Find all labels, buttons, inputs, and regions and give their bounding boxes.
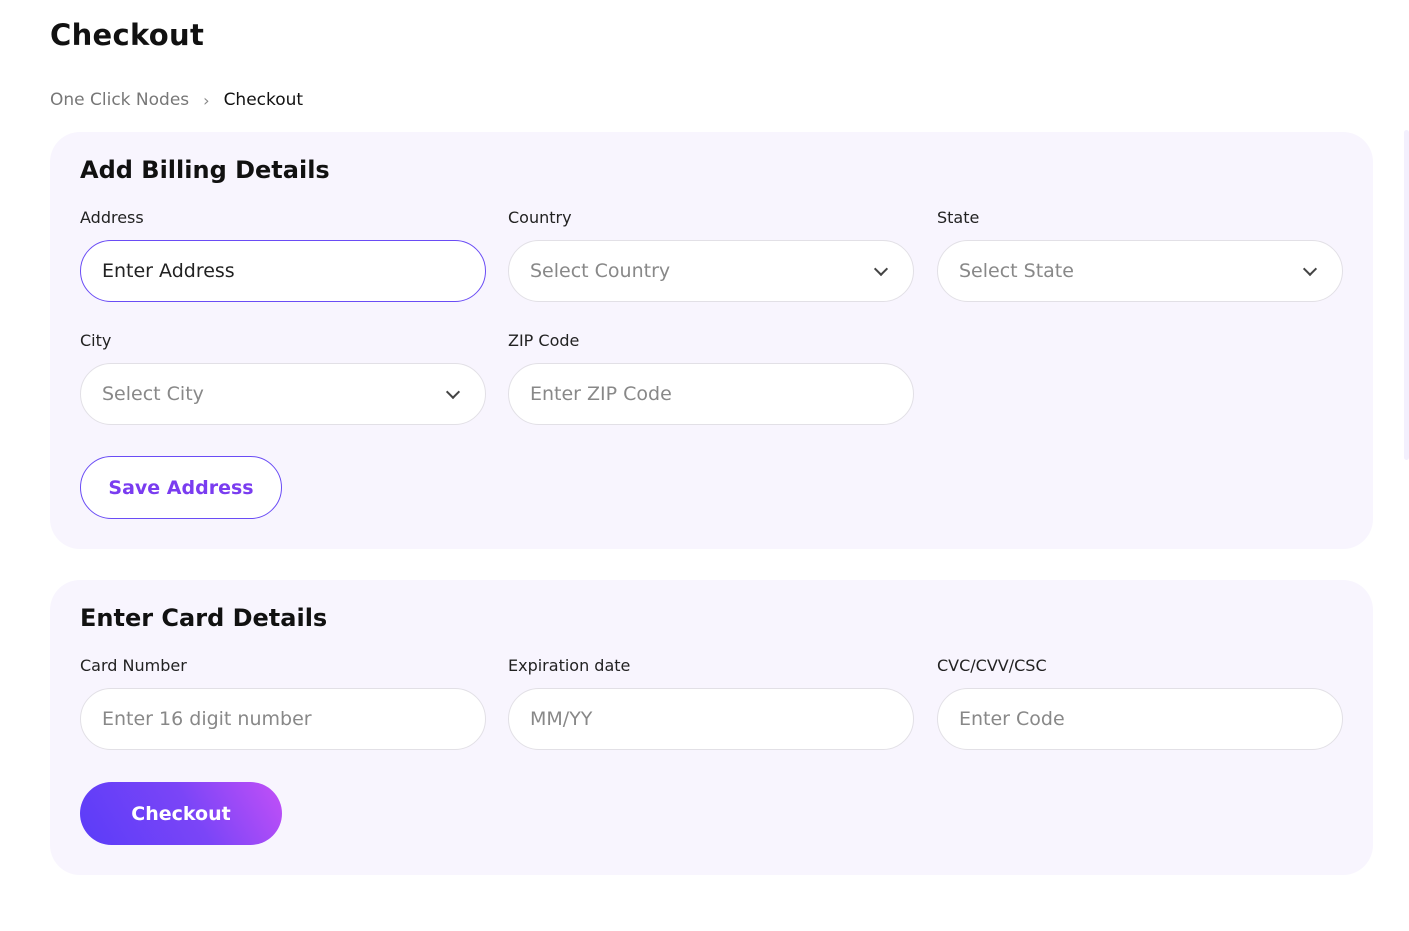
cvc-input[interactable]: Enter Code [937,688,1343,750]
state-label: State [937,208,980,227]
country-label: Country [508,208,572,227]
side-panel-edge [1404,130,1409,460]
chevron-right-icon: › [203,90,210,110]
breadcrumb-current: Checkout [223,90,304,110]
cvc-label: CVC/CVV/CSC [937,656,1047,675]
zip-input[interactable]: Enter ZIP Code [508,363,914,425]
chevron-down-icon [445,384,461,399]
zip-label: ZIP Code [508,331,580,350]
address-label: Address [80,208,144,227]
city-label: City [80,331,112,350]
card-number-input[interactable]: Enter 16 digit number [80,688,486,750]
chevron-down-icon [1302,261,1318,276]
breadcrumb: One Click Nodes › Checkout [50,90,303,110]
save-address-button[interactable]: Save Address [80,456,282,519]
card-heading: Enter Card Details [80,604,328,632]
page-title: Checkout [50,18,205,52]
card-number-label: Card Number [80,656,187,675]
state-select[interactable]: Select State [937,240,1343,302]
breadcrumb-link-one-click-nodes[interactable]: One Click Nodes [50,90,190,110]
card-details-card: Enter Card Details Card Number Expiratio… [50,580,1373,875]
billing-details-card: Add Billing Details Address Country Stat… [50,132,1373,549]
city-select[interactable]: Select City [80,363,486,425]
billing-heading: Add Billing Details [80,156,330,184]
country-select[interactable]: Select Country [508,240,914,302]
expiry-input[interactable]: MM/YY [508,688,914,750]
chevron-down-icon [873,261,889,276]
expiry-label: Expiration date [508,656,631,675]
address-input[interactable]: Enter Address [80,240,486,302]
checkout-button[interactable]: Checkout [80,782,282,845]
